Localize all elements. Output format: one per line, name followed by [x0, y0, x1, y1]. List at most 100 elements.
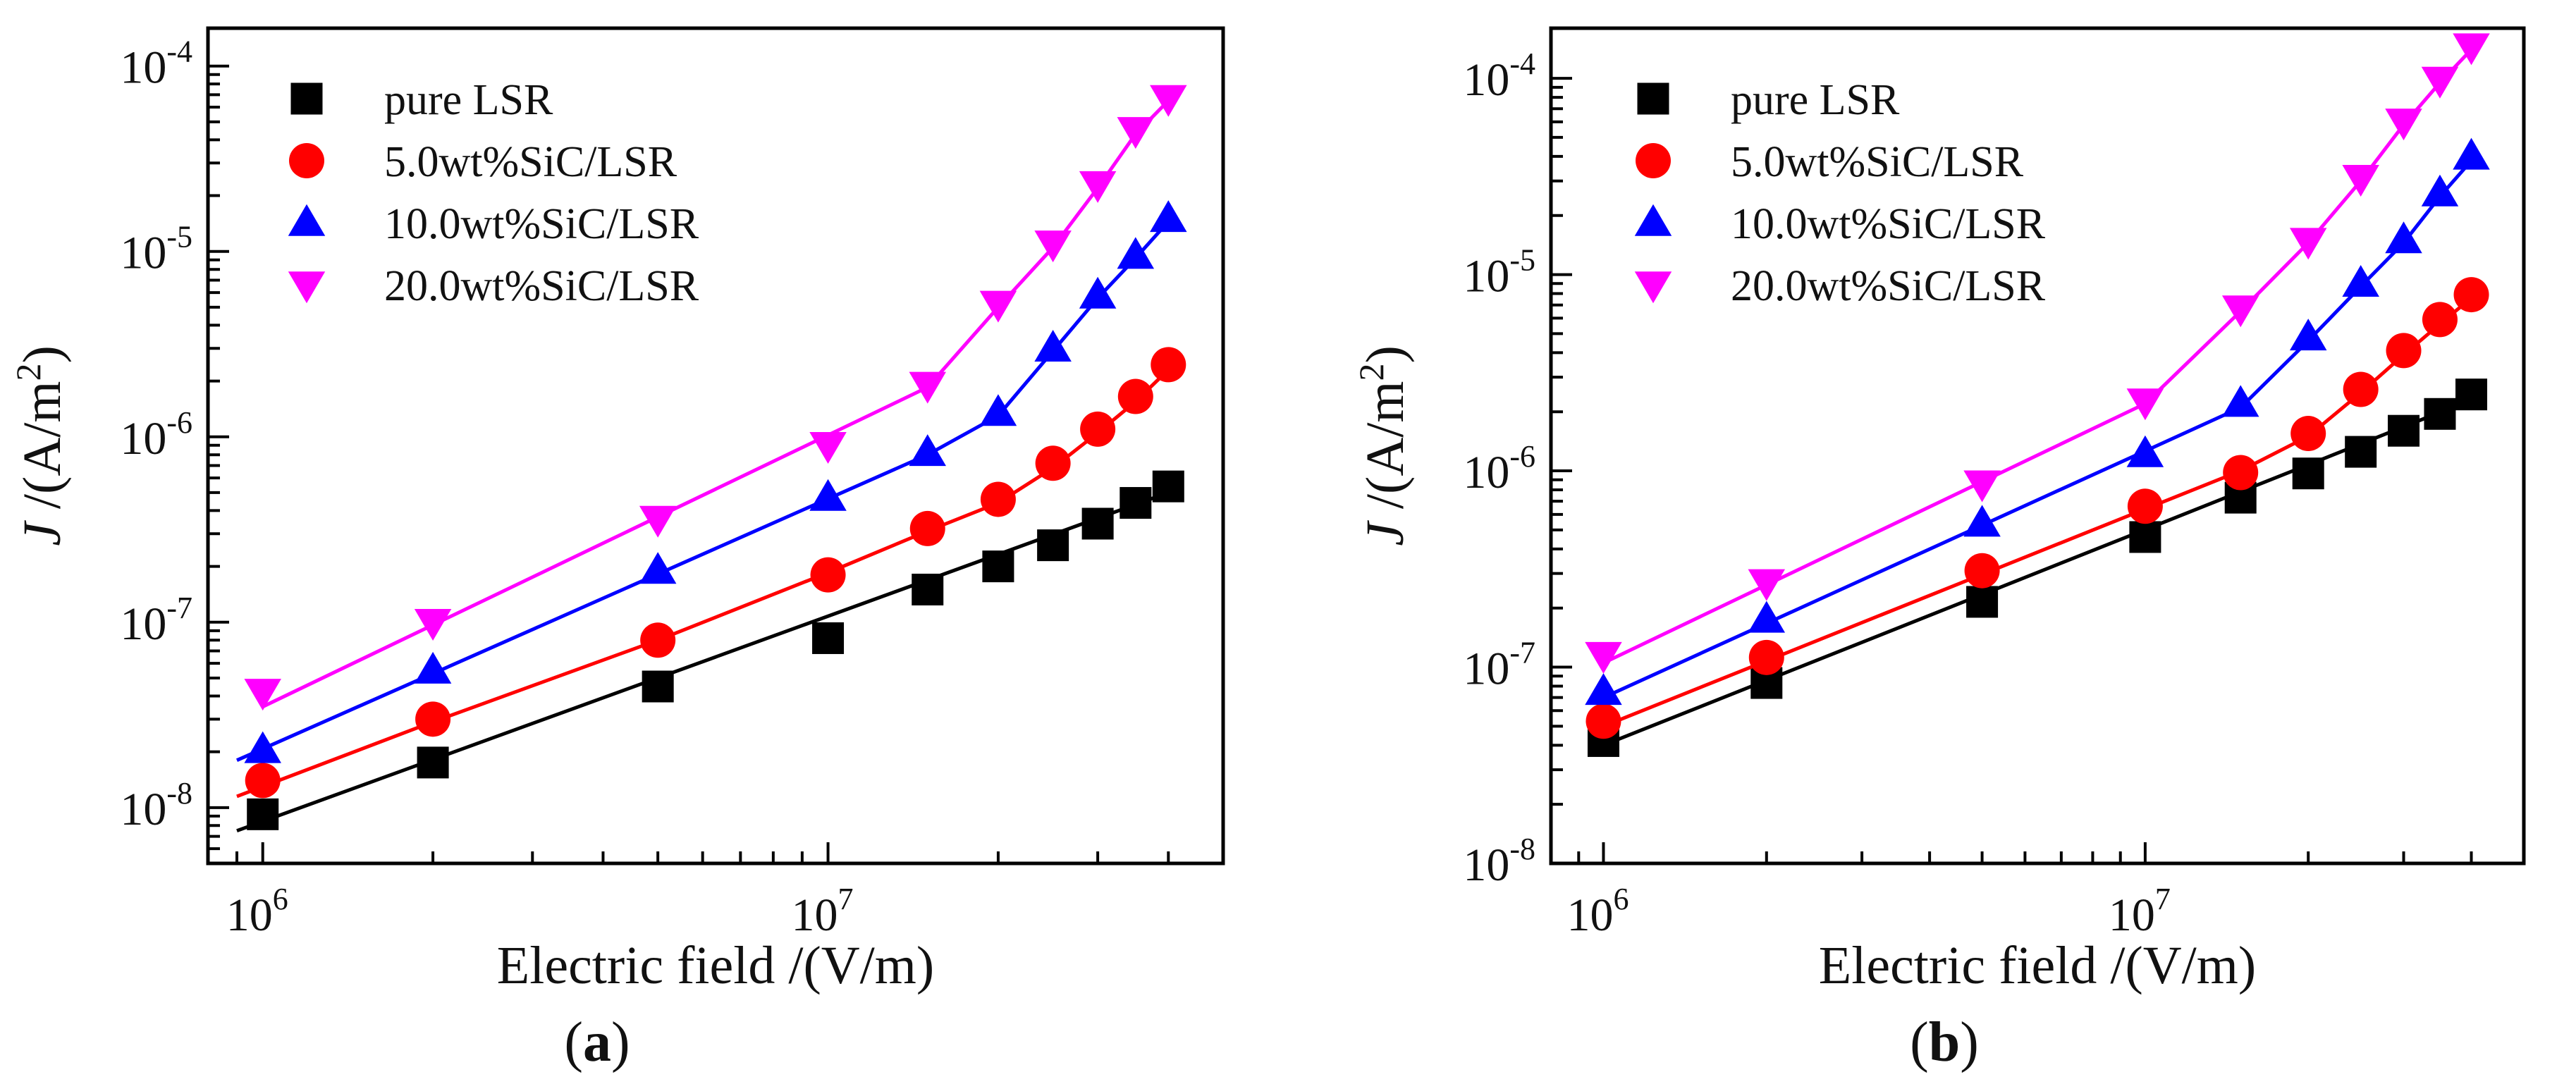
- data-point: [2345, 436, 2377, 468]
- x-axis-title: Electric field /(V/m): [1819, 936, 2256, 995]
- data-point: [2126, 435, 2164, 467]
- series-1: [1587, 378, 2488, 757]
- legend-label: pure LSR: [1731, 76, 1900, 124]
- data-point: [2455, 378, 2488, 411]
- data-point: [1586, 703, 1621, 739]
- panel-label: (a): [564, 1011, 630, 1073]
- y-tick-label: 10-4: [1463, 47, 1535, 106]
- data-point: [1117, 117, 1155, 149]
- data-point: [1748, 639, 1784, 675]
- data-point: [2290, 416, 2326, 452]
- data-point: [1120, 487, 1152, 519]
- x-axis-ticks: [1550, 842, 2525, 863]
- data-point: [2421, 66, 2459, 99]
- y-tick-label: 10-8: [1463, 832, 1535, 891]
- data-point: [1117, 378, 1153, 414]
- data-point: [2342, 265, 2379, 297]
- legend-marker: [1634, 204, 1672, 236]
- data-point: [1037, 529, 1069, 562]
- data-point: [2126, 388, 2164, 421]
- series-3: [235, 200, 1187, 763]
- data-point: [417, 746, 449, 779]
- data-point: [1748, 569, 1786, 601]
- data-point: [2289, 228, 2327, 260]
- panel-label: (b): [1910, 1011, 1979, 1073]
- data-point: [639, 505, 677, 538]
- y-tick-label: 10-7: [120, 591, 192, 650]
- x-axis-ticks: [207, 842, 1225, 863]
- legend-label: 5.0wt%SiC/LSR: [384, 138, 677, 186]
- y-tick-label: 10-6: [120, 405, 192, 464]
- data-point: [909, 434, 946, 467]
- fit-line: [1602, 296, 2473, 728]
- data-point: [639, 552, 677, 584]
- data-point: [1963, 470, 2001, 503]
- series-2: [236, 347, 1186, 799]
- legend-marker: [1637, 82, 1669, 115]
- data-point: [2221, 385, 2259, 417]
- data-point: [979, 394, 1017, 426]
- legend-label: 10.0wt%SiC/LSR: [1731, 200, 2046, 248]
- legend-marker: [1636, 143, 1671, 178]
- data-point: [640, 622, 676, 658]
- chart-panel-a: 106 107 10-8 10-7 10-6 10-5 10-4 Electric field…: [8, 26, 1225, 1073]
- legend-marker: [288, 204, 326, 236]
- data-point: [415, 701, 451, 737]
- data-point: [244, 731, 281, 763]
- legend: pure LSR 5.0wt%SiC/LSR 10.0wt%SiC/LSR 20.0w…: [288, 76, 699, 310]
- y-axis-ticks: [208, 64, 229, 865]
- data-point: [909, 371, 946, 404]
- data-point: [642, 670, 674, 703]
- y-tick-label: 10-5: [120, 220, 192, 279]
- data-point: [2453, 277, 2489, 313]
- series-4: [244, 85, 1187, 711]
- data-point: [2127, 488, 2163, 524]
- y-tick-label: 10-4: [120, 35, 192, 94]
- data-point: [244, 679, 281, 711]
- data-point: [2343, 371, 2379, 407]
- data-point: [414, 609, 452, 641]
- y-tick-label: 10-6: [1463, 439, 1535, 498]
- data-point: [2421, 174, 2459, 207]
- data-point: [1035, 445, 1071, 481]
- data-point: [1966, 586, 1999, 618]
- fit-line: [236, 491, 1170, 833]
- series-1: [236, 470, 1184, 833]
- data-point: [1150, 200, 1187, 233]
- data-point: [1585, 641, 1622, 674]
- data-point: [2453, 33, 2490, 66]
- data-point: [1117, 237, 1155, 269]
- legend-marker: [1634, 271, 1672, 304]
- legend-label: 20.0wt%SiC/LSR: [1731, 262, 2046, 310]
- plot-frame: [1549, 26, 2526, 866]
- data-point: [982, 550, 1014, 583]
- data-point: [809, 432, 847, 464]
- legend-label: pure LSR: [384, 76, 553, 124]
- data-point: [1079, 276, 1117, 309]
- fit-line: [1602, 398, 2472, 747]
- chart-panel-b: 106 107 10-8 10-7 10-6 10-5 10-4 Electric field…: [1351, 26, 2526, 1073]
- data-point: [1079, 171, 1117, 203]
- data-point: [2386, 333, 2422, 369]
- data-point: [1034, 330, 1072, 362]
- data-point: [2221, 295, 2259, 328]
- plot-frame: [206, 26, 1225, 866]
- data-point: [909, 510, 945, 546]
- legend-marker: [289, 143, 324, 178]
- data-point: [2289, 319, 2327, 351]
- series-2: [1586, 277, 2489, 739]
- data-point: [2129, 521, 2161, 553]
- data-point: [980, 481, 1016, 517]
- data-point: [2385, 109, 2422, 141]
- data-point: [414, 651, 452, 684]
- data-point: [1748, 600, 1786, 633]
- x-tick-label: 107: [792, 882, 854, 941]
- data-point: [245, 763, 281, 799]
- series-4: [1585, 33, 2490, 674]
- y-axis-title: J /(A/m2): [8, 345, 72, 546]
- data-point: [2342, 164, 2379, 197]
- data-point: [812, 622, 845, 654]
- data-point: [1963, 505, 2001, 537]
